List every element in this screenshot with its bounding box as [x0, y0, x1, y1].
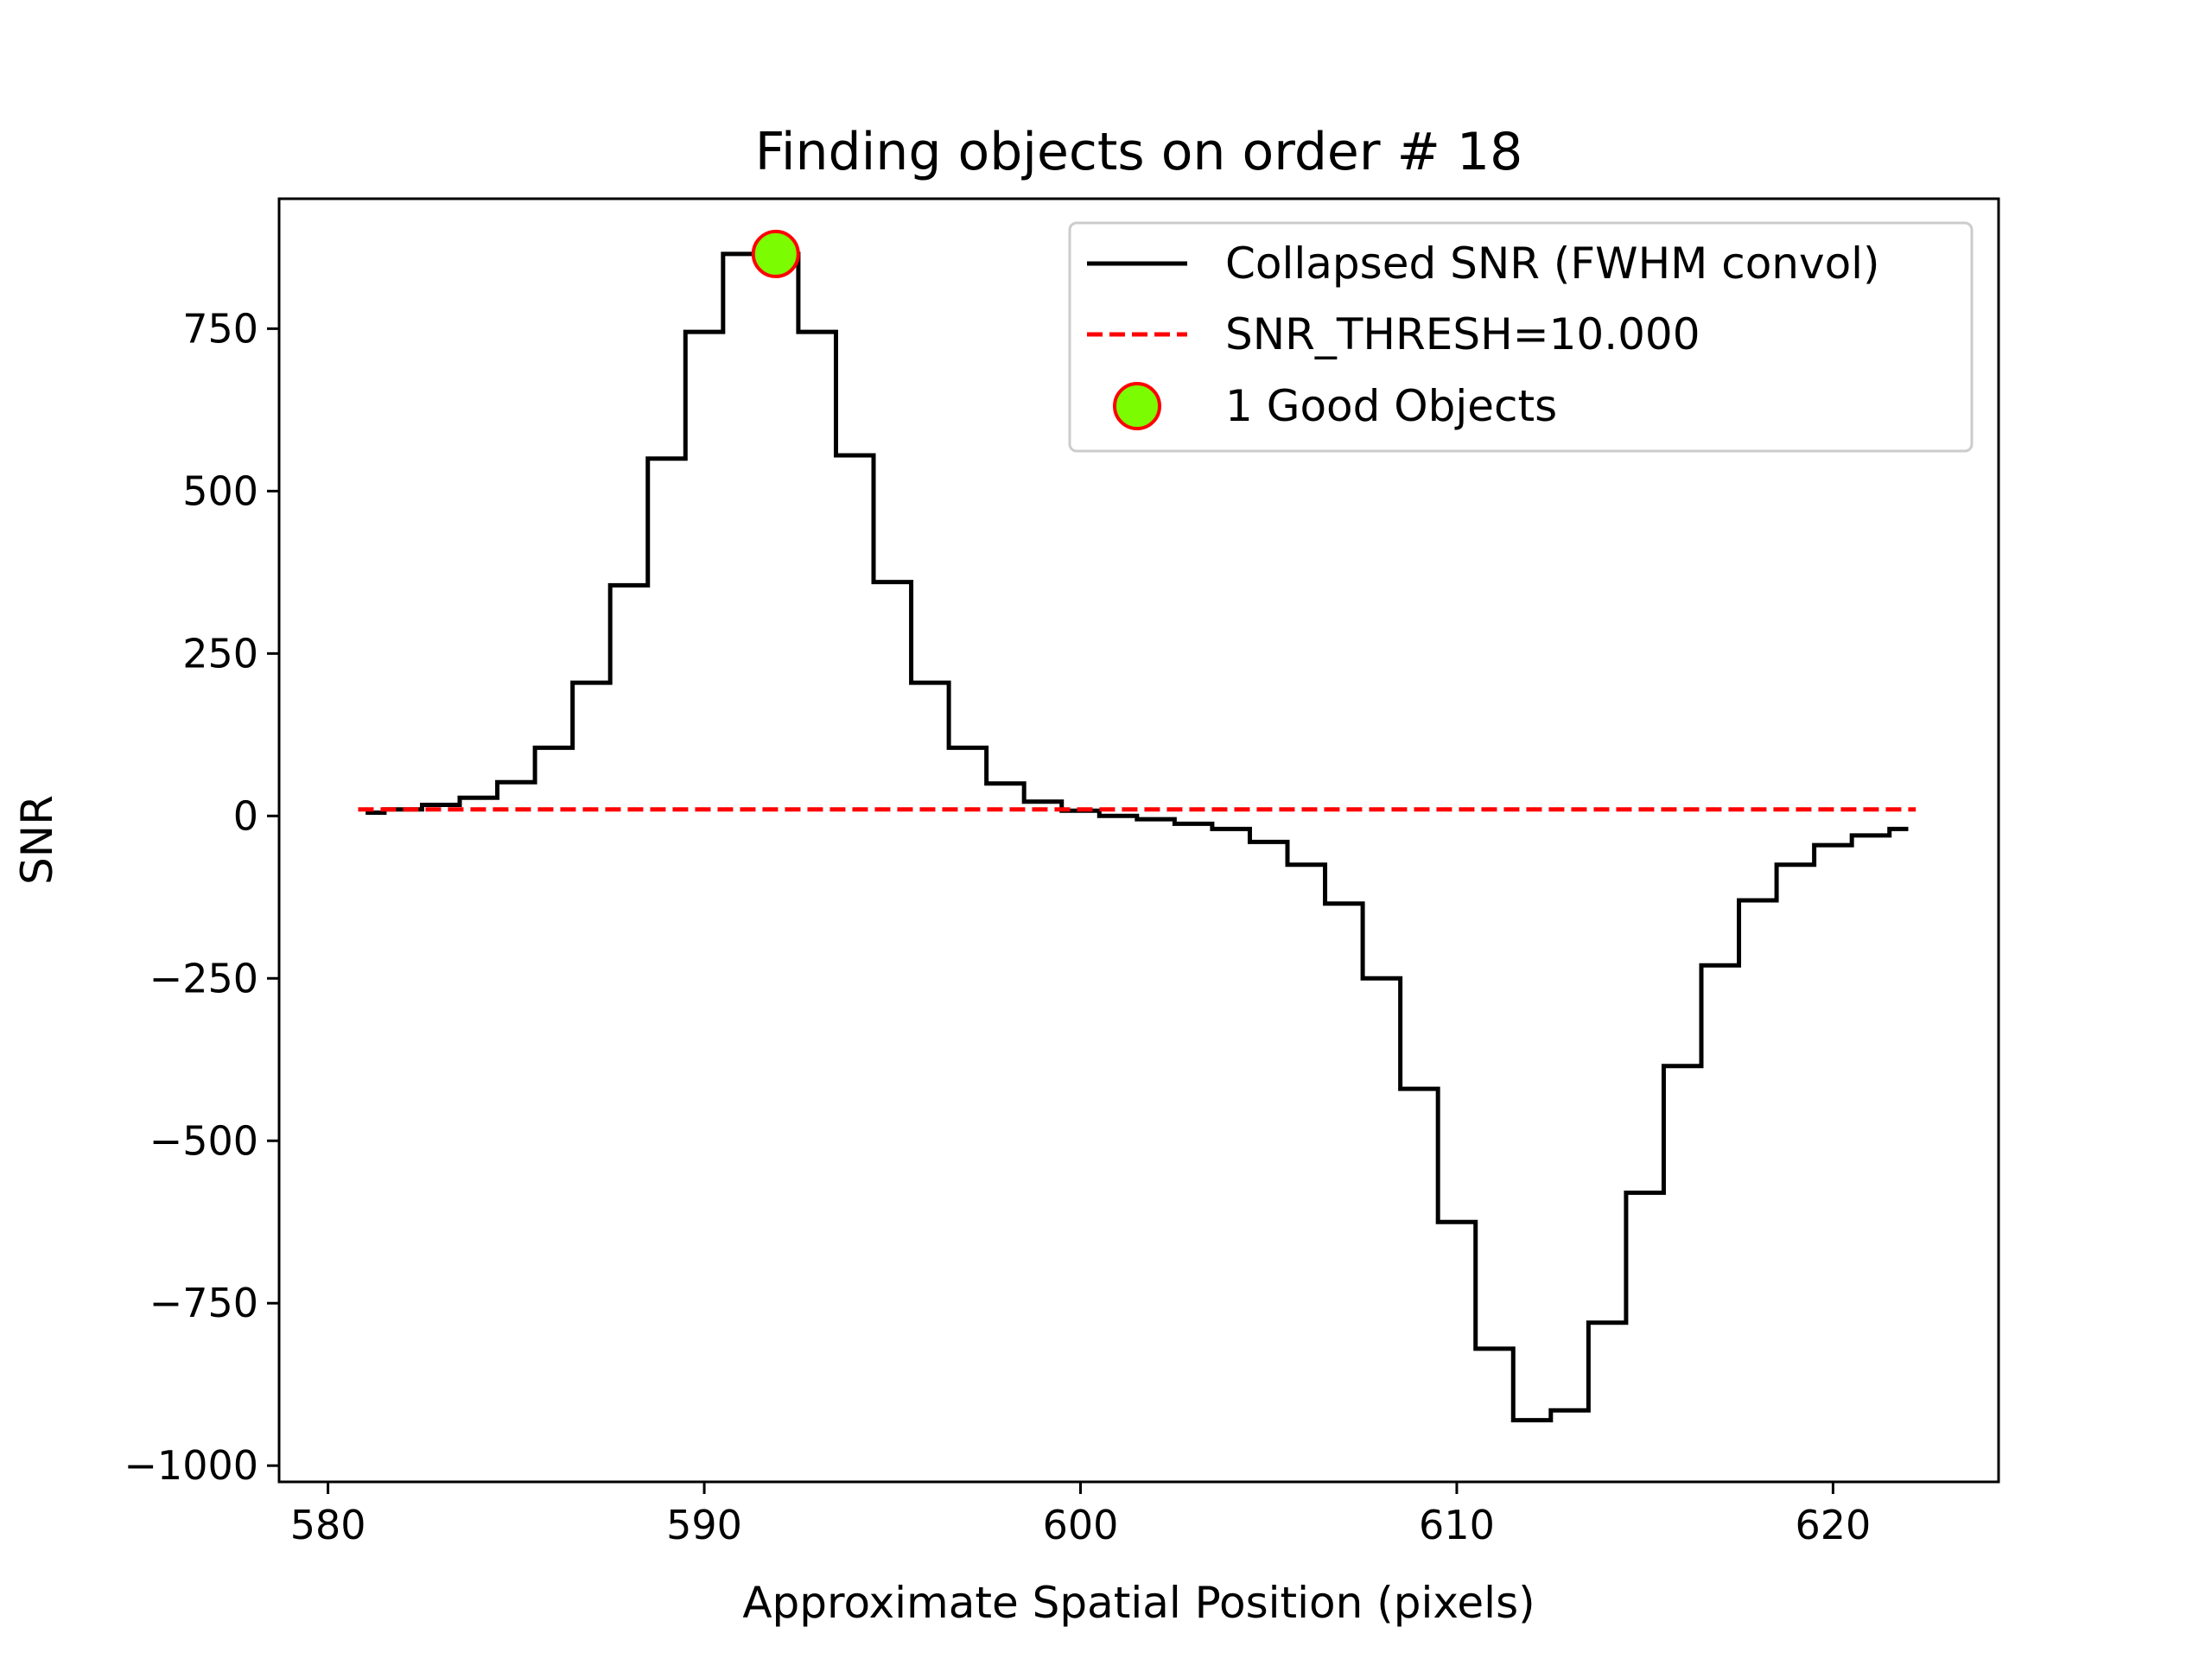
series-snr-line: [365, 251, 1909, 1423]
legend-swatch-objects: [1113, 382, 1161, 430]
x-tick-label: 580: [290, 1502, 366, 1548]
y-axis-label: SNR: [12, 795, 62, 885]
plot-frame: [277, 197, 2000, 1484]
legend-box: [1068, 221, 1974, 453]
y-axis: −1000 −750 −500 −250 0 250 500 750: [124, 305, 279, 1489]
good-object-marker: [751, 229, 800, 278]
legend: Collapsed SNR (FWHM convol) SNR_THRESH=1…: [1068, 221, 1974, 453]
plot-data: [358, 229, 1916, 1423]
x-tick-label: 600: [1043, 1502, 1119, 1548]
legend-label-snr: Collapsed SNR (FWHM convol): [1225, 238, 1880, 289]
x-axis-label: Approximate Spatial Position (pixels): [742, 1578, 1535, 1628]
y-tick-label: 500: [182, 467, 258, 514]
legend-label-threshold: SNR_THRESH=10.000: [1225, 309, 1700, 359]
y-tick-label: 750: [182, 305, 258, 352]
x-tick-label: 590: [666, 1502, 742, 1548]
x-tick-label: 620: [1795, 1502, 1871, 1548]
y-tick-label: 250: [182, 630, 258, 677]
y-tick-label: −250: [149, 955, 258, 1001]
x-tick-label: 610: [1419, 1502, 1495, 1548]
x-axis: 580 590 600 610 620: [290, 1482, 1871, 1548]
legend-label-objects: 1 Good Objects: [1225, 381, 1557, 431]
y-tick-label: −1000: [124, 1442, 258, 1489]
y-tick-label: 0: [233, 792, 258, 839]
y-tick-label: −500: [149, 1117, 258, 1164]
y-tick-label: −750: [149, 1280, 258, 1326]
chart-title: Finding objects on order # 18: [755, 122, 1523, 182]
